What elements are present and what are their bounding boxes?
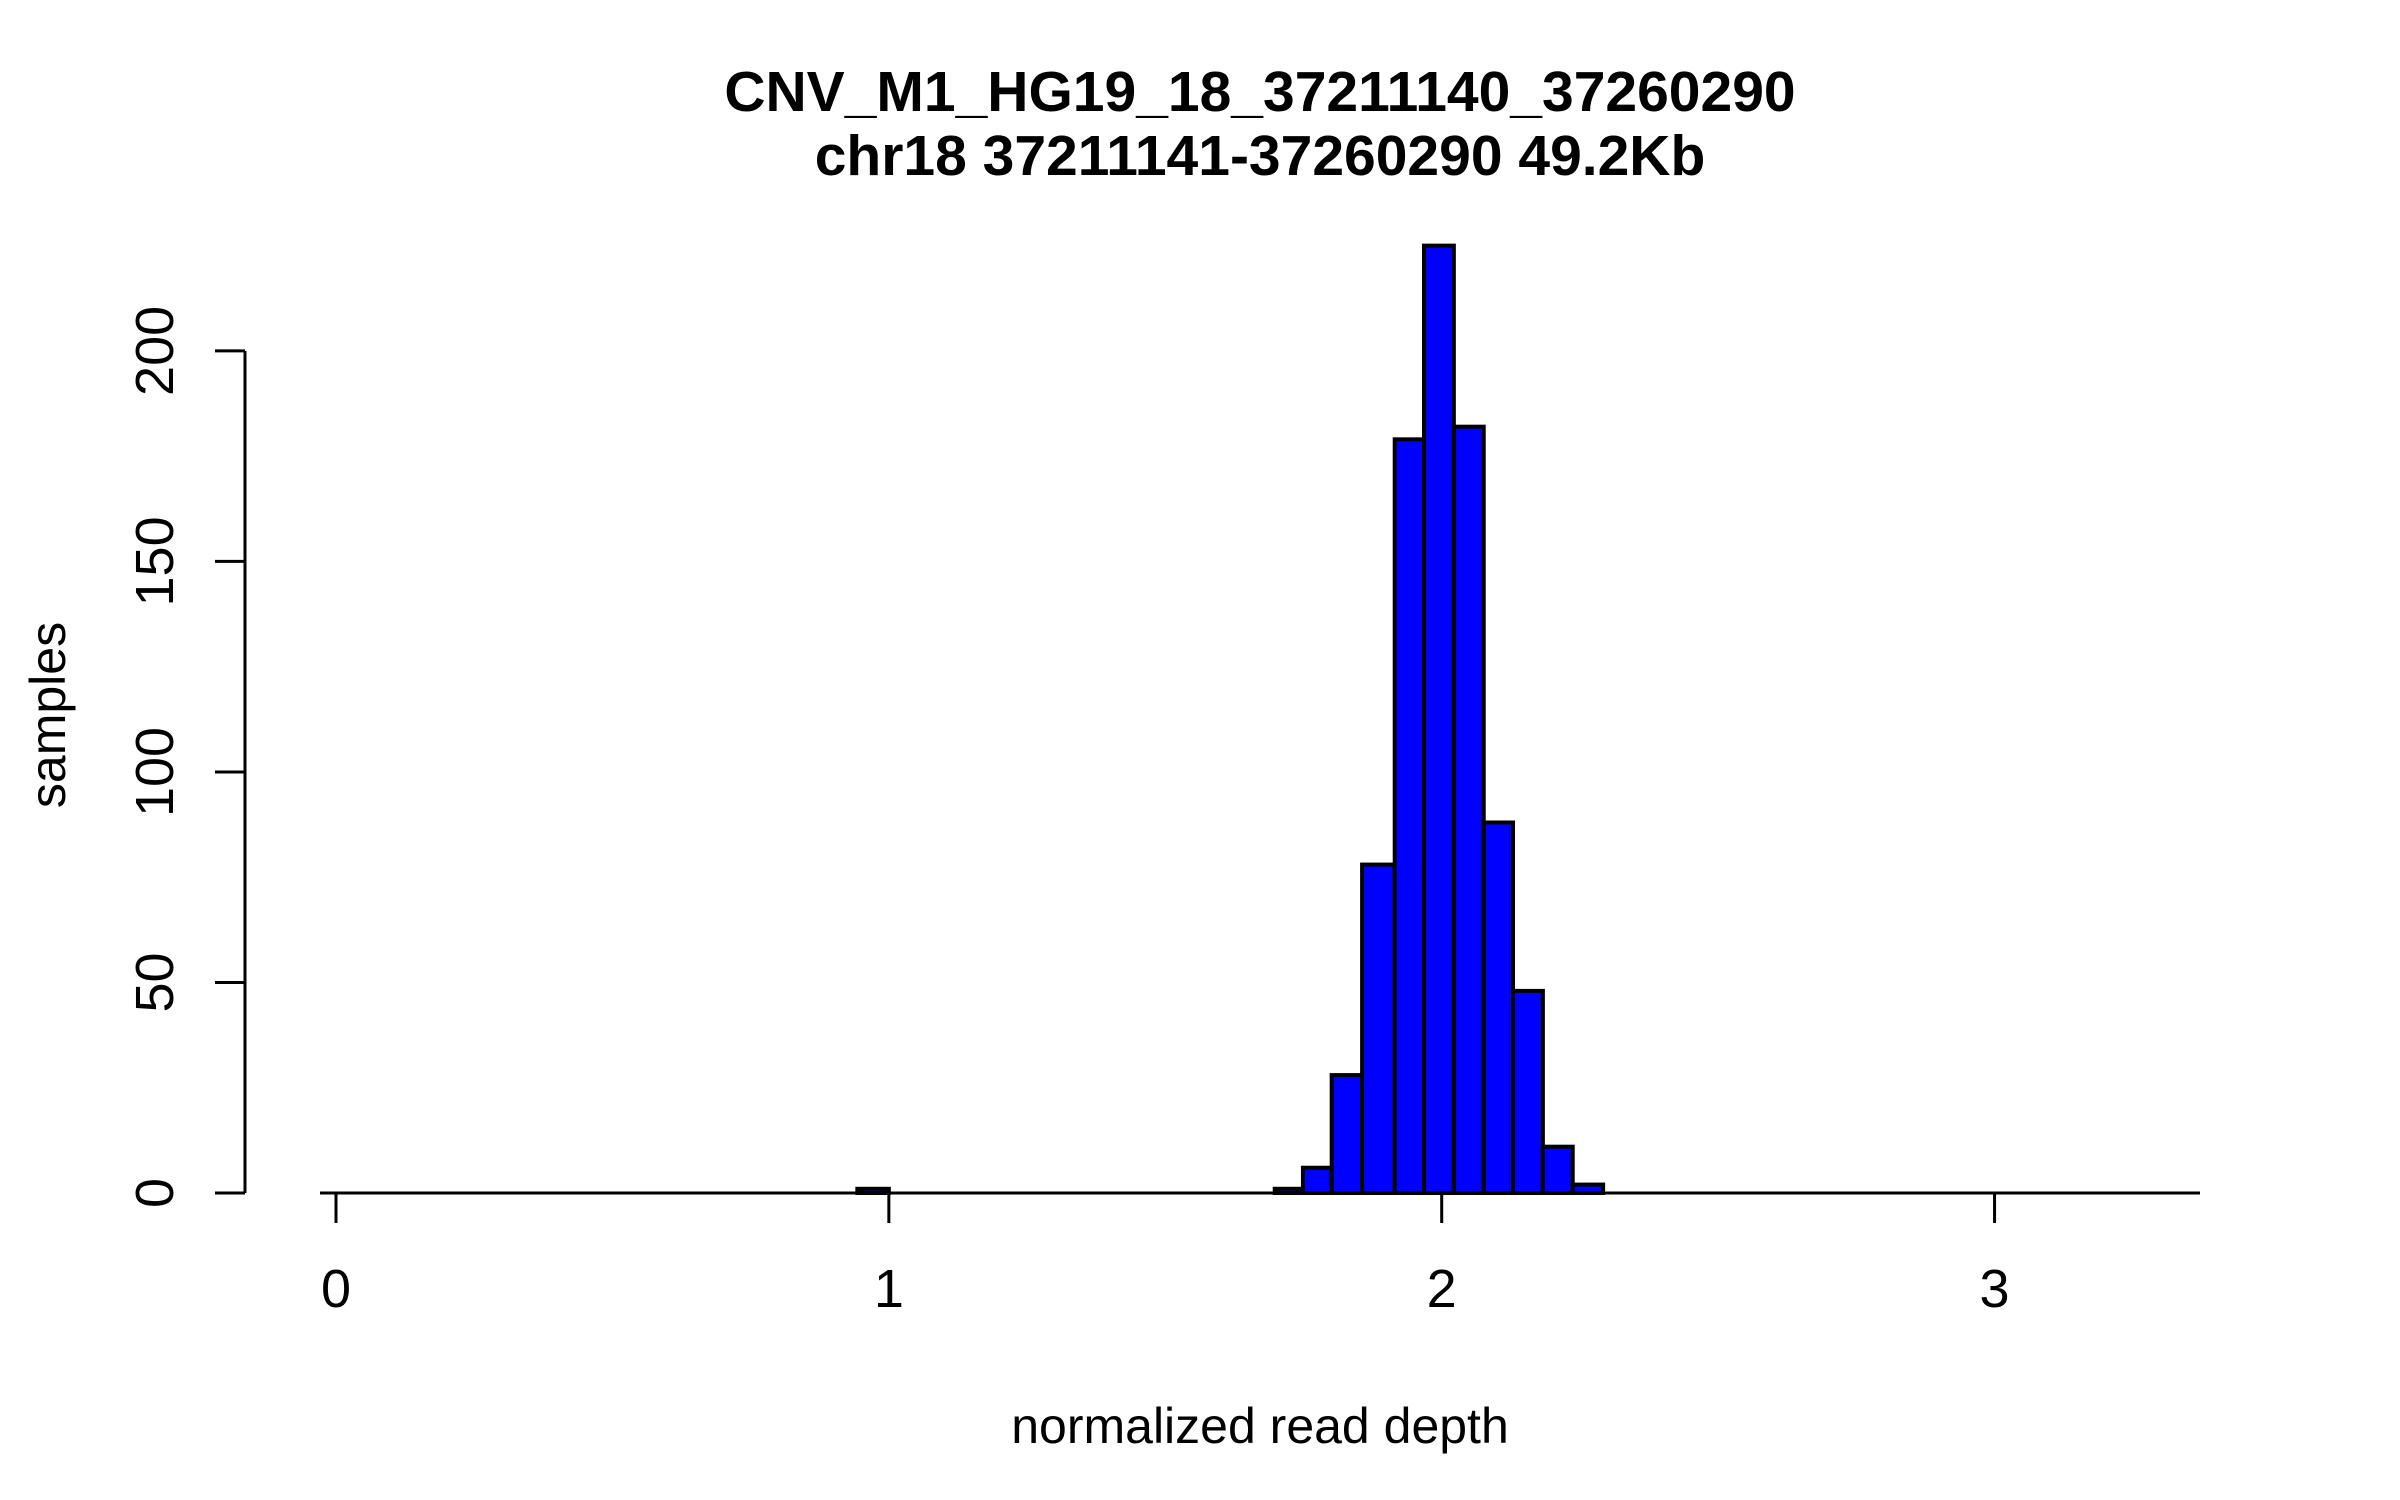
histogram-bar bbox=[1360, 862, 1397, 1195]
histogram-bar bbox=[1300, 1165, 1334, 1196]
histogram-bars bbox=[855, 243, 1606, 1196]
histogram-bar bbox=[1329, 1073, 1365, 1195]
y-tick-label: 150 bbox=[125, 516, 185, 606]
y-axis: 0 50 100 150 200 bbox=[125, 306, 247, 1208]
y-tick-label: 100 bbox=[125, 727, 185, 817]
chart-title-line1: CNV_M1_HG19_18_37211140_37260290 bbox=[724, 60, 1795, 124]
histogram-bar bbox=[1540, 1144, 1575, 1195]
y-tick-label: 0 bbox=[125, 1178, 185, 1208]
x-axis: 0 1 2 3 bbox=[320, 1191, 2200, 1319]
histogram-bar bbox=[1392, 437, 1427, 1195]
x-tick-label: 3 bbox=[1980, 1259, 2010, 1319]
chart-title-line2: chr18 37211141-37260290 49.2Kb bbox=[815, 124, 1706, 188]
histogram-bar bbox=[1511, 988, 1545, 1195]
y-tick-label: 50 bbox=[125, 952, 185, 1012]
x-tick-label: 0 bbox=[321, 1259, 351, 1319]
histogram-bar bbox=[1481, 820, 1516, 1195]
y-tick-label: 200 bbox=[125, 306, 185, 396]
histogram-bar bbox=[1451, 424, 1486, 1195]
x-tick-label: 1 bbox=[874, 1259, 904, 1319]
x-axis-label: normalized read depth bbox=[1011, 1398, 1509, 1454]
histogram-bar bbox=[1422, 243, 1456, 1195]
x-tick-label: 2 bbox=[1427, 1259, 1457, 1319]
y-axis-label: samples bbox=[20, 622, 76, 808]
